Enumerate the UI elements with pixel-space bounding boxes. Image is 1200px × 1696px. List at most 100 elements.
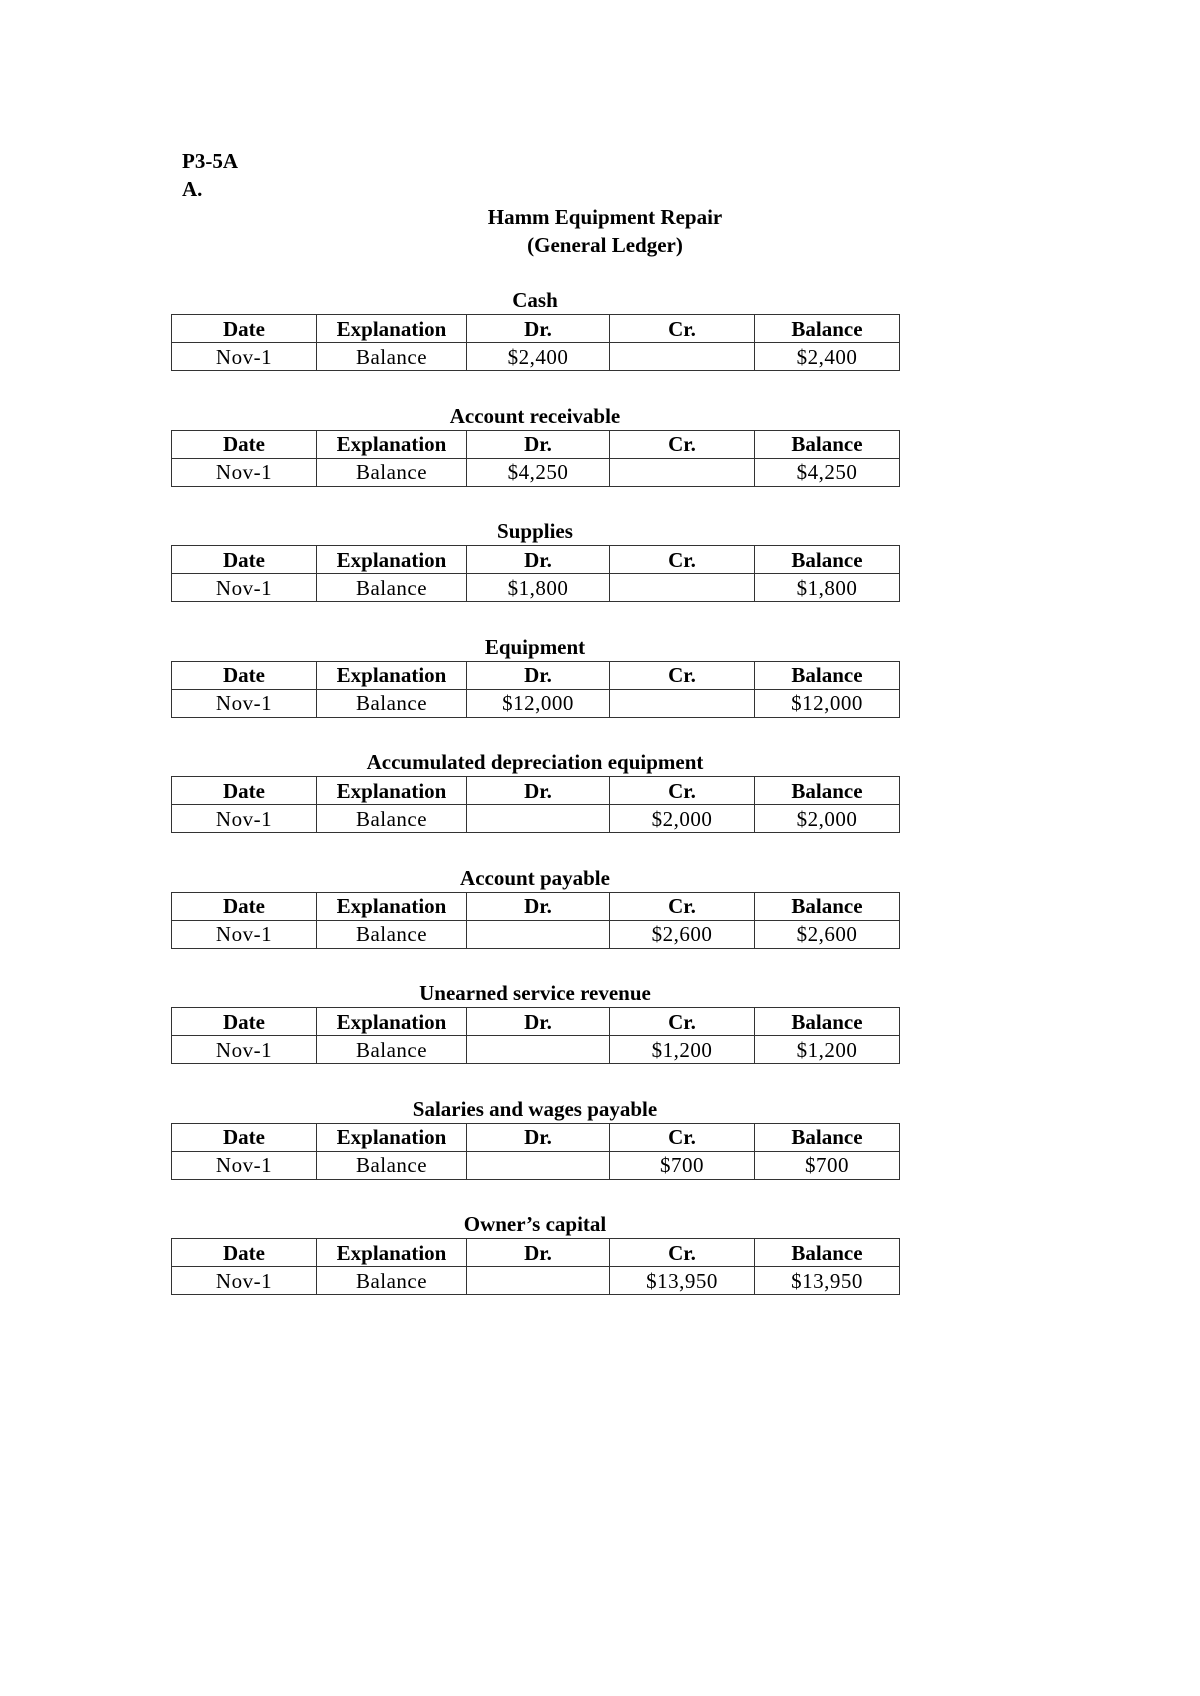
column-header: Cr. (609, 1007, 755, 1036)
table-cell: Balance (316, 573, 467, 602)
table-cell: $2,400 (754, 342, 900, 371)
account-title: Accumulated depreciation equipment (366, 750, 704, 774)
table-cell (466, 804, 610, 833)
table-cell: Nov-1 (171, 1266, 317, 1295)
company-title: Hamm Equipment Repair (487, 205, 723, 229)
header-row: Date Explanation Dr. Cr. Balance (171, 429, 900, 459)
part-label: A. (182, 177, 203, 201)
column-header: Dr. (466, 1122, 610, 1152)
column-header: Date (171, 1238, 317, 1267)
table-cell: $13,950 (754, 1266, 900, 1295)
column-header: Cr. (609, 891, 755, 921)
column-header: Balance (754, 891, 900, 921)
ledger-table: Date Explanation Dr. Cr. Balance Nov-1 Balance… (171, 1122, 900, 1180)
table-cell (609, 573, 755, 602)
table-cell: Balance (316, 1266, 467, 1295)
column-header: Balance (754, 660, 900, 690)
table-cell (466, 1035, 610, 1064)
column-header: Dr. (466, 314, 610, 343)
column-header: Cr. (609, 545, 755, 574)
column-header: Explanation (316, 776, 467, 805)
column-header: Balance (754, 1238, 900, 1267)
column-header: Dr. (466, 545, 610, 574)
table-cell: Nov-1 (171, 688, 317, 718)
table-cell: $4,250 (754, 457, 900, 487)
ledger-account: Equipment Date Explanation Dr. Cr. Balance Nov… (171, 634, 900, 718)
problem-label: P3-5A (182, 149, 238, 173)
table-cell: Balance (316, 342, 467, 371)
column-header: Dr. (466, 1238, 610, 1267)
table-cell: Balance (316, 919, 467, 949)
column-header: Date (171, 891, 317, 921)
table-row: Nov-1 Balance $700 $700 (171, 1150, 900, 1180)
ledger-account: Account payable Date Explanation Dr. Cr. Bala… (171, 865, 900, 949)
account-title: Equipment (484, 634, 586, 659)
account-title: Owner’s capital (463, 1212, 607, 1236)
ledger-table: Date Explanation Dr. Cr. Balance Nov-1 Balance… (171, 891, 900, 949)
table-cell (466, 1266, 610, 1295)
table-cell: Nov-1 (171, 804, 317, 833)
table-cell: $2,000 (609, 804, 755, 833)
header-row: Date Explanation Dr. Cr. Balance (171, 891, 900, 921)
column-header: Explanation (316, 314, 467, 343)
account-title: Unearned service revenue (419, 981, 651, 1005)
column-header: Cr. (609, 314, 755, 343)
header-row: Date Explanation Dr. Cr. Balance (171, 1238, 900, 1267)
table-cell: $1,800 (466, 573, 610, 602)
column-header: Explanation (316, 1238, 467, 1267)
column-header: Balance (754, 776, 900, 805)
table-row: Nov-1 Balance $1,200 $1,200 (171, 1035, 900, 1064)
table-cell: Nov-1 (171, 1150, 317, 1180)
table-cell: $1,200 (609, 1035, 755, 1064)
table-cell (609, 342, 755, 371)
column-header: Balance (754, 429, 900, 459)
ledger-account: Owner’s capital Date Explanation Dr. Cr. Bala… (171, 1211, 900, 1295)
account-title: Salaries and wages payable (412, 1096, 658, 1121)
table-row: Nov-1 Balance $4,250 $4,250 (171, 457, 900, 487)
header-row: Date Explanation Dr. Cr. Balance (171, 776, 900, 805)
table-row: Nov-1 Balance $2,000 $2,000 (171, 804, 900, 833)
ledger-table: Date Explanation Dr. Cr. Balance Nov-1 Balance… (171, 1238, 900, 1295)
table-cell: $2,400 (466, 342, 610, 371)
table-cell: $4,250 (466, 457, 610, 487)
table-cell: $700 (609, 1150, 755, 1180)
column-header: Date (171, 660, 317, 690)
column-header: Cr. (609, 776, 755, 805)
column-header: Explanation (316, 660, 467, 690)
ledger-account: Salaries and wages payable Date Explanatio… (171, 1096, 900, 1180)
table-cell: Balance (316, 804, 467, 833)
table-cell: Balance (316, 457, 467, 487)
account-title: Account receivable (449, 403, 621, 428)
table-cell: $12,000 (466, 688, 610, 718)
column-header: Date (171, 1122, 317, 1152)
ledger-table: Date Explanation Dr. Cr. Balance Nov-1 Balance… (171, 429, 900, 487)
column-header: Date (171, 545, 317, 574)
ledger-account: Unearned service revenue Date Explanation D… (171, 980, 900, 1064)
table-cell: $12,000 (754, 688, 900, 718)
column-header: Dr. (466, 1007, 610, 1036)
column-header: Date (171, 776, 317, 805)
header-row: Date Explanation Dr. Cr. Balance (171, 1122, 900, 1152)
table-cell: $1,200 (754, 1035, 900, 1064)
table-cell: Nov-1 (171, 573, 317, 602)
table-cell: Nov-1 (171, 1035, 317, 1064)
table-cell (466, 919, 610, 949)
table-row: Nov-1 Balance $2,600 $2,600 (171, 919, 900, 949)
table-cell (466, 1150, 610, 1180)
ledger-table: Date Explanation Dr. Cr. Balance Nov-1 Balance… (171, 660, 900, 718)
table-cell: Nov-1 (171, 919, 317, 949)
column-header: Cr. (609, 660, 755, 690)
ledger-table: Date Explanation Dr. Cr. Balance Nov-1 Balance… (171, 1007, 900, 1064)
column-header: Explanation (316, 429, 467, 459)
ledger-table: Date Explanation Dr. Cr. Balance Nov-1 Balance… (171, 545, 900, 602)
column-header: Dr. (466, 660, 610, 690)
ledger-account: Account receivable Date Explanation Dr. Cr. B… (171, 403, 900, 487)
ledger-account: Accumulated depreciation equipment Date Ex… (171, 749, 900, 833)
column-header: Cr. (609, 429, 755, 459)
column-header: Dr. (466, 429, 610, 459)
table-row: Nov-1 Balance $12,000 $12,000 (171, 688, 900, 718)
account-title: Cash (512, 288, 558, 312)
column-header: Balance (754, 545, 900, 574)
ledger-table: Date Explanation Dr. Cr. Balance Nov-1 Balance… (171, 314, 900, 371)
